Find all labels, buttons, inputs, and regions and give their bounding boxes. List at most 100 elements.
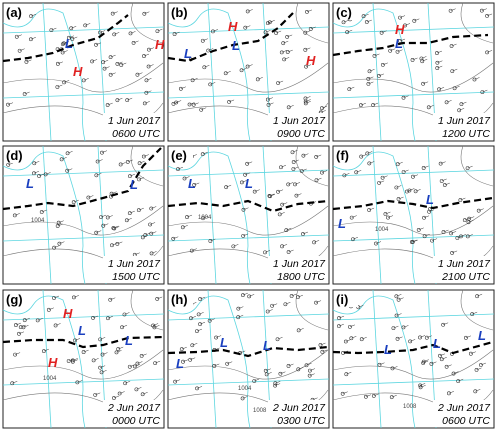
wind-barb [155,360,161,364]
station [371,103,376,107]
station [195,386,199,391]
wind-barb [20,324,26,328]
station [263,250,267,255]
panel-label: (g) [6,292,23,307]
station [303,47,308,52]
wind-barb [264,250,271,253]
wind-barb [368,76,374,80]
wind-barb [361,154,367,157]
station [131,40,136,45]
wind-barb [209,318,215,322]
isobar [460,2,494,44]
wind-barb [393,325,399,329]
station [223,71,228,76]
station [438,161,443,166]
meridian [207,2,217,142]
wind-barb [64,80,70,83]
wind-barb [349,324,356,328]
station [100,150,104,155]
station [439,179,444,183]
panel-label: (f) [336,148,349,163]
wind-barb [391,394,397,398]
wind-barb [351,336,357,339]
station [176,167,180,172]
station [459,102,464,107]
wind-barb [208,48,214,51]
wind-barb [62,50,68,53]
wind-barb [415,189,421,192]
station [182,176,187,181]
wind-barb [275,381,281,384]
meridian [207,289,217,429]
wind-barb [243,207,249,210]
wind-barb [269,193,275,197]
station [86,195,91,200]
wind-barb [345,339,351,342]
parallel [332,234,495,242]
wind-barb [138,177,145,180]
panel-label: (e) [171,148,187,163]
station [418,385,423,390]
station [380,175,385,180]
wind-barb [321,105,328,109]
station [372,54,377,58]
wind-barb [85,23,91,26]
wind-barb [423,360,429,364]
station [408,339,413,344]
wind-barb [214,363,220,367]
wind-barb [72,358,78,361]
wind-barb [114,32,120,35]
wind-barb [451,231,457,234]
station [478,363,483,367]
wind-barb [107,316,114,319]
station [314,155,319,159]
wind-barb [103,59,109,63]
station [10,381,15,386]
panel-label: (h) [171,292,188,307]
wind-barb [424,234,430,237]
station [280,202,285,207]
station [140,392,145,397]
station [421,359,426,364]
wind-barb [113,225,119,229]
wind-barb [67,168,73,171]
station [448,8,453,13]
wind-barb [177,166,184,170]
station [149,251,154,256]
time: 1200 UTC [442,128,490,140]
station [390,366,395,371]
station [141,154,146,159]
wind-barb [267,97,273,100]
station [111,226,116,230]
wind-barb [443,229,449,233]
station [449,44,454,48]
wind-barb [459,108,465,111]
station [148,222,152,227]
meridian [42,145,52,285]
wind-barb [139,160,145,164]
station [37,174,41,178]
station [181,359,185,364]
station [301,232,305,236]
panel-label: (c) [336,5,352,20]
wind-barb [309,368,316,371]
wind-barb [397,161,403,165]
wind-barb [173,236,179,239]
station [304,64,308,69]
wind-barb [428,105,434,108]
station [410,58,415,62]
wind-barb [285,301,291,305]
wind-barb [212,29,219,32]
station [14,323,18,327]
station [43,172,48,177]
wind-barb [72,359,78,362]
station [53,323,58,328]
isobar [130,2,164,44]
station [12,213,17,218]
station [383,212,388,216]
pressure-center: L [384,342,392,357]
station [137,177,141,182]
station [304,363,309,368]
wind-barb [396,294,402,297]
wind-barb [141,353,147,357]
